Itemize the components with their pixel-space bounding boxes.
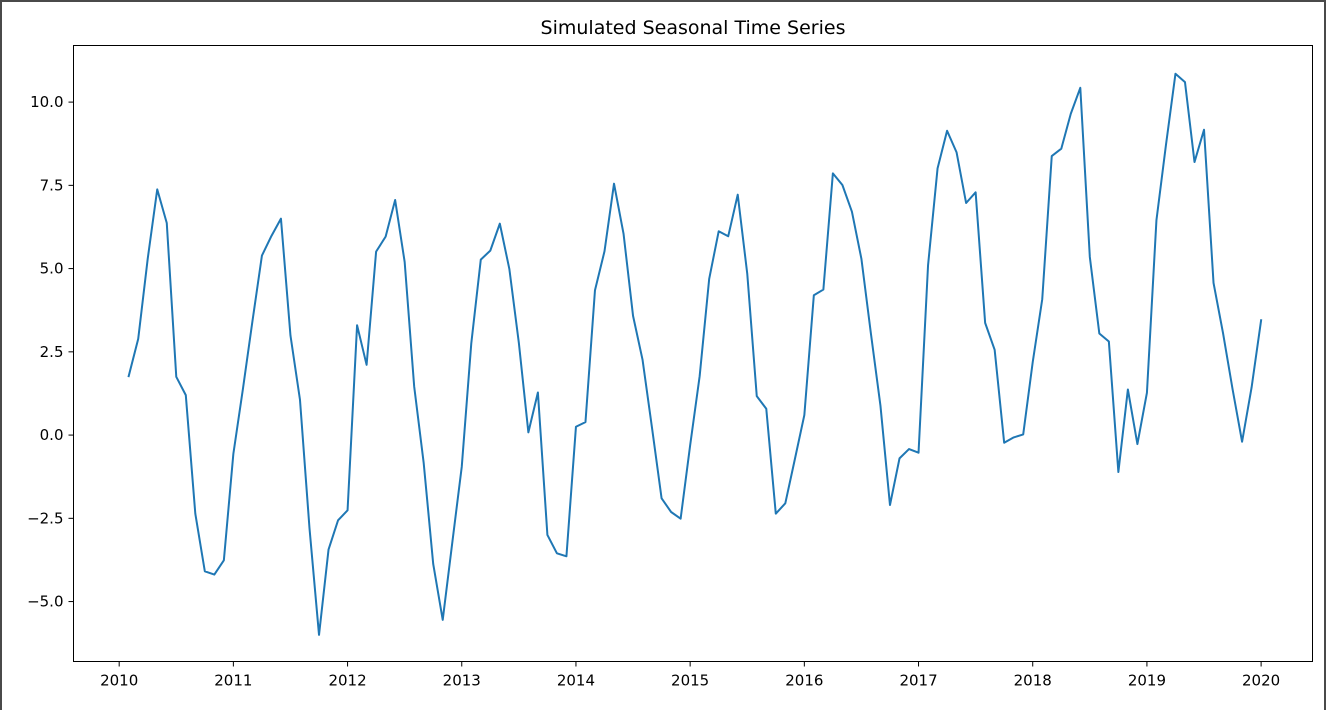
x-tick-label: 2020 (1242, 672, 1280, 690)
y-tick-label: 0.0 (40, 426, 64, 444)
x-tick-label: 2015 (671, 672, 709, 690)
x-tick-label: 2010 (100, 672, 138, 690)
y-tick-label: 10.0 (30, 93, 63, 111)
y-tick-label: 2.5 (40, 343, 64, 361)
y-tick-label: 7.5 (40, 176, 64, 194)
x-tick-label: 2014 (557, 672, 595, 690)
x-tick-label: 2013 (443, 672, 481, 690)
y-tick-label: −5.0 (27, 593, 63, 611)
x-tick-label: 2019 (1128, 672, 1166, 690)
x-tick-label: 2011 (214, 672, 252, 690)
x-tick-label: 2018 (1014, 672, 1052, 690)
y-tick-label: −2.5 (27, 509, 63, 527)
x-tick-label: 2017 (899, 672, 937, 690)
x-tick-label: 2016 (785, 672, 823, 690)
plot-frame (73, 45, 1313, 662)
series-line-0 (127, 72, 1263, 636)
y-tick-label: 5.0 (40, 260, 64, 278)
x-tick-label: 2012 (328, 672, 366, 690)
chart-title: Simulated Seasonal Time Series (541, 17, 846, 39)
